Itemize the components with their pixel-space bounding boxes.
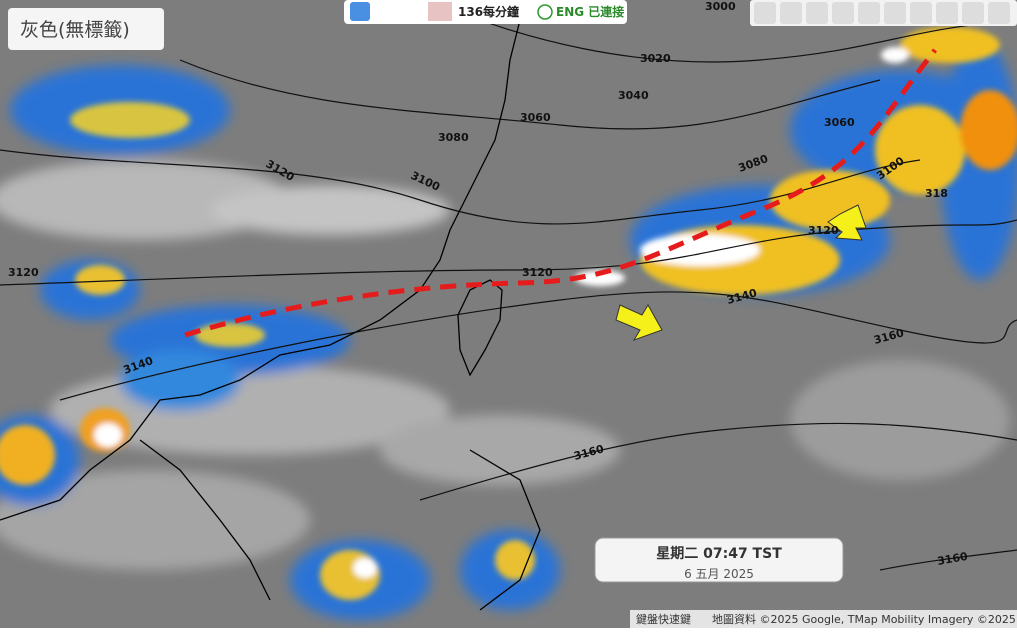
date-text: 6 五月 2025	[684, 567, 754, 581]
cloud	[0, 470, 310, 570]
island	[457, 279, 503, 377]
contour-label: 3060	[520, 111, 551, 124]
contour-label: 3080	[438, 131, 469, 144]
cloud-top	[75, 265, 125, 295]
tool-button[interactable]	[780, 2, 802, 24]
cloud-core	[640, 234, 760, 266]
cloud	[380, 415, 620, 485]
cloud-top	[70, 102, 190, 138]
tool-button[interactable]	[962, 2, 984, 24]
lightning-icon	[350, 2, 370, 21]
cloud-core	[353, 558, 377, 578]
cloud-cold	[120, 350, 240, 410]
arrow	[615, 304, 663, 341]
cloud-top	[900, 27, 1000, 63]
tool-button[interactable]	[754, 2, 776, 24]
tool-button[interactable]	[910, 2, 932, 24]
arrow	[827, 204, 867, 241]
rate-graph	[428, 2, 452, 21]
attribution: 地圖資料 ©2025 Google, TMap Mobility Imagery…	[712, 612, 1017, 626]
rate-text: 136每分鐘	[458, 4, 519, 19]
cloud-top	[195, 323, 265, 347]
contour-label: 3040	[618, 89, 649, 102]
layer-label-box[interactable]: 灰色(無標籤)	[8, 8, 164, 50]
contour-label: 3120	[808, 224, 839, 237]
contour-label: 3120	[522, 266, 553, 279]
cloud	[210, 185, 450, 235]
cloud	[790, 360, 1010, 480]
footer-bg	[630, 610, 1017, 628]
cloud-core	[94, 423, 122, 447]
coastlines	[0, 19, 541, 611]
height-contours	[0, 0, 1017, 571]
cloud-core	[575, 270, 625, 286]
layer-label[interactable]: 灰色(無標籤)	[20, 19, 130, 41]
bottom-bar	[0, 628, 1017, 634]
connected-icon	[537, 4, 553, 20]
tool-button[interactable]	[884, 2, 906, 24]
tool-button[interactable]	[936, 2, 958, 24]
cloud-top	[0, 425, 55, 485]
cloud-core	[881, 47, 909, 63]
cloud-top-layer	[0, 27, 1017, 600]
contour-label: 3120	[8, 266, 39, 279]
tool-button[interactable]	[832, 2, 854, 24]
contour-label: 3020	[640, 52, 671, 65]
front-line	[184, 48, 937, 338]
contour-label: 3060	[824, 116, 855, 129]
contour-line	[879, 549, 1017, 571]
contour-line	[179, 59, 881, 130]
tool-button[interactable]	[806, 2, 828, 24]
time-text: 星期二 07:47 TST	[656, 546, 782, 562]
contour-line	[419, 422, 1017, 501]
contour-label: 3000	[705, 0, 736, 13]
contour-line	[59, 291, 1017, 401]
cloud-top	[875, 105, 965, 195]
contour-label: 3160	[936, 550, 969, 568]
connection-text: ENG 已連接	[556, 4, 624, 19]
time-box: 星期二 07:47 TST 6 五月 2025	[594, 537, 844, 583]
layer-label-bg	[8, 8, 164, 50]
border	[139, 439, 271, 601]
status-bar: 136每分鐘 ENG 已連接	[344, 0, 627, 24]
coastline	[0, 19, 521, 521]
toolbar	[750, 0, 1017, 26]
footer: 鍵盤快速鍵 地圖資料 ©2025 Google, TMap Mobility I…	[0, 610, 1017, 634]
contour-label: 318	[925, 187, 948, 200]
tool-button[interactable]	[988, 2, 1010, 24]
cloud-top	[960, 90, 1017, 170]
cloud	[0, 160, 290, 240]
shortcuts-link[interactable]: 鍵盤快速鍵	[636, 612, 691, 626]
time-box-bg	[594, 537, 844, 583]
coastline	[469, 449, 541, 611]
tool-button[interactable]	[858, 2, 880, 24]
cloud-top	[495, 540, 535, 580]
contour-line	[429, 0, 1017, 63]
status-bg	[344, 0, 627, 24]
contour-line	[0, 149, 921, 225]
